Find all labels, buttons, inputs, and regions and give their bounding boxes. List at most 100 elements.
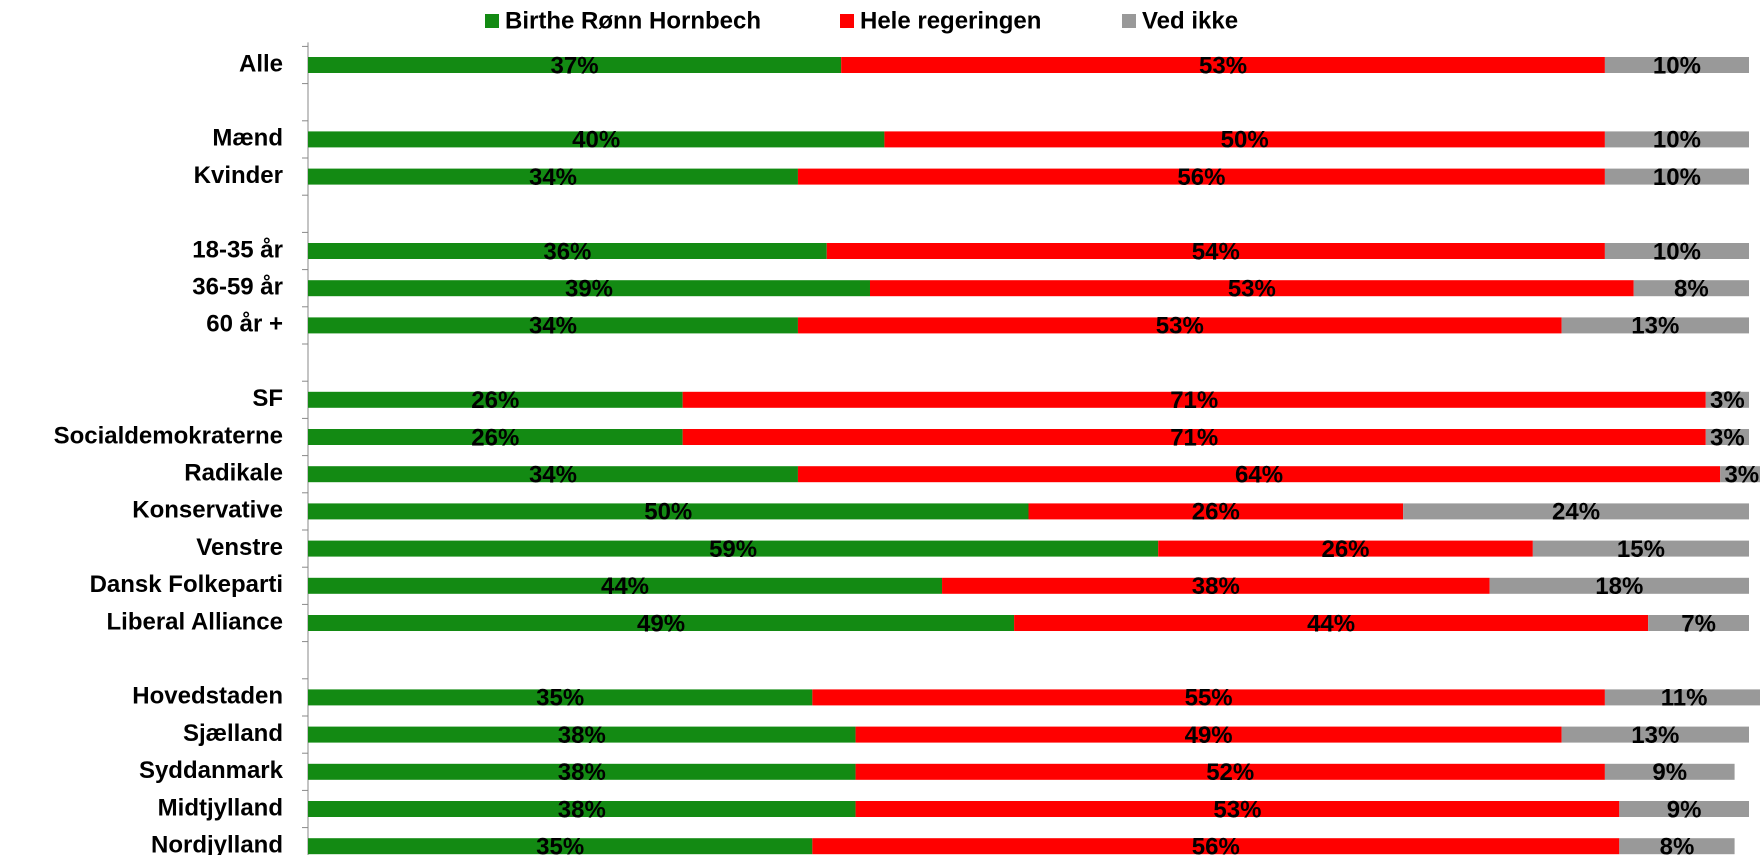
bar-segment — [308, 763, 856, 780]
bar-segment — [1604, 689, 1760, 706]
bar-segment — [797, 168, 1605, 185]
category-label: 60 år + — [206, 311, 283, 338]
bar-segment — [1532, 540, 1749, 557]
category-label: 18-35 år — [192, 236, 283, 263]
bar-segment — [308, 168, 798, 185]
category-label: Alle — [239, 50, 283, 77]
legend-swatch — [1122, 14, 1136, 28]
value-label: 3% — [1710, 387, 1745, 414]
bar-segment — [1014, 615, 1649, 631]
value-label: 50% — [644, 499, 692, 526]
value-label: 18% — [1595, 573, 1643, 600]
bar-segment — [1619, 801, 1749, 817]
bar-segment — [1604, 763, 1735, 780]
value-label: 13% — [1631, 722, 1679, 749]
legend-swatch — [485, 14, 499, 28]
category-label: Venstre — [196, 534, 283, 561]
value-label: 44% — [601, 573, 649, 600]
value-label: 9% — [1652, 759, 1687, 786]
bar-segment — [812, 689, 1605, 706]
value-label: 64% — [1235, 462, 1283, 489]
value-label: 3% — [1724, 462, 1759, 489]
value-label: 38% — [1192, 573, 1240, 600]
category-label: 36-59 år — [192, 274, 283, 301]
value-label: 49% — [1185, 722, 1233, 749]
bar-segment — [308, 577, 943, 594]
legend-label: Ved ikke — [1142, 7, 1238, 34]
bar-segment — [1604, 57, 1749, 73]
value-label: 53% — [1213, 796, 1261, 823]
bar-segment — [308, 243, 827, 259]
category-label: Dansk Folkeparti — [90, 571, 283, 598]
value-label: 7% — [1681, 610, 1716, 637]
bar-segment — [1561, 726, 1749, 743]
bar-segment — [1720, 466, 1760, 483]
value-label: 52% — [1206, 759, 1254, 786]
value-label: 71% — [1170, 387, 1218, 414]
bar-segment — [1561, 317, 1749, 334]
category-label: Sjælland — [183, 720, 283, 747]
bar-segment — [308, 689, 813, 706]
bar-segment — [1633, 280, 1749, 297]
value-label: 54% — [1192, 238, 1240, 265]
category-label: SF — [252, 385, 283, 412]
bar-segment — [1489, 577, 1749, 594]
value-label: 39% — [565, 276, 613, 303]
bar-segment — [308, 131, 885, 148]
bar-segment — [308, 540, 1159, 557]
bar-segment — [1604, 131, 1749, 148]
value-label: 24% — [1552, 499, 1600, 526]
value-label: 10% — [1653, 127, 1701, 154]
bar-segment — [308, 57, 842, 73]
category-label: Nordjylland — [151, 832, 283, 855]
category-label: Kvinder — [194, 162, 283, 189]
value-label: 36% — [543, 238, 591, 265]
category-label: Hovedstaden — [132, 683, 283, 710]
bar-segment — [1403, 503, 1749, 520]
value-label: 37% — [551, 52, 599, 79]
bar-segment — [1619, 838, 1735, 855]
value-label: 53% — [1199, 52, 1247, 79]
value-label: 35% — [536, 834, 584, 855]
value-label: 71% — [1170, 424, 1218, 451]
value-label: 9% — [1667, 796, 1702, 823]
value-label: 38% — [558, 722, 606, 749]
category-label: Syddanmark — [139, 757, 284, 784]
bar-segment — [1604, 243, 1749, 259]
value-label: 26% — [471, 387, 519, 414]
value-label: 13% — [1631, 313, 1679, 340]
bar-segment — [308, 838, 813, 855]
bar-segment — [1028, 503, 1404, 520]
value-label: 44% — [1307, 610, 1355, 637]
value-label: 8% — [1660, 834, 1695, 855]
value-label: 50% — [1221, 127, 1269, 154]
category-label: Mænd — [212, 125, 283, 152]
value-label: 26% — [1192, 499, 1240, 526]
bar-segment — [682, 391, 1706, 408]
value-label: 56% — [1192, 834, 1240, 855]
value-label: 34% — [529, 462, 577, 489]
value-label: 55% — [1185, 685, 1233, 712]
bar-segment — [308, 466, 798, 483]
bar-segment — [869, 280, 1634, 297]
bar-segment — [855, 726, 1562, 743]
bar-segment — [308, 391, 683, 408]
bar-segment — [797, 466, 1721, 483]
bar-segment — [1705, 391, 1749, 408]
bar-segment — [308, 429, 683, 445]
bar-segment — [308, 280, 870, 297]
bar-segment — [1604, 168, 1749, 185]
bar-segment — [1648, 615, 1749, 631]
bar-segment — [855, 763, 1605, 780]
category-label: Radikale — [184, 460, 283, 487]
value-label: 10% — [1653, 52, 1701, 79]
value-label: 3% — [1710, 424, 1745, 451]
legend-swatch — [840, 14, 854, 28]
bar-segment — [812, 838, 1620, 855]
value-label: 35% — [536, 685, 584, 712]
value-label: 59% — [709, 536, 757, 563]
category-label: Konservative — [132, 497, 283, 524]
value-label: 10% — [1653, 164, 1701, 191]
value-label: 15% — [1617, 536, 1665, 563]
